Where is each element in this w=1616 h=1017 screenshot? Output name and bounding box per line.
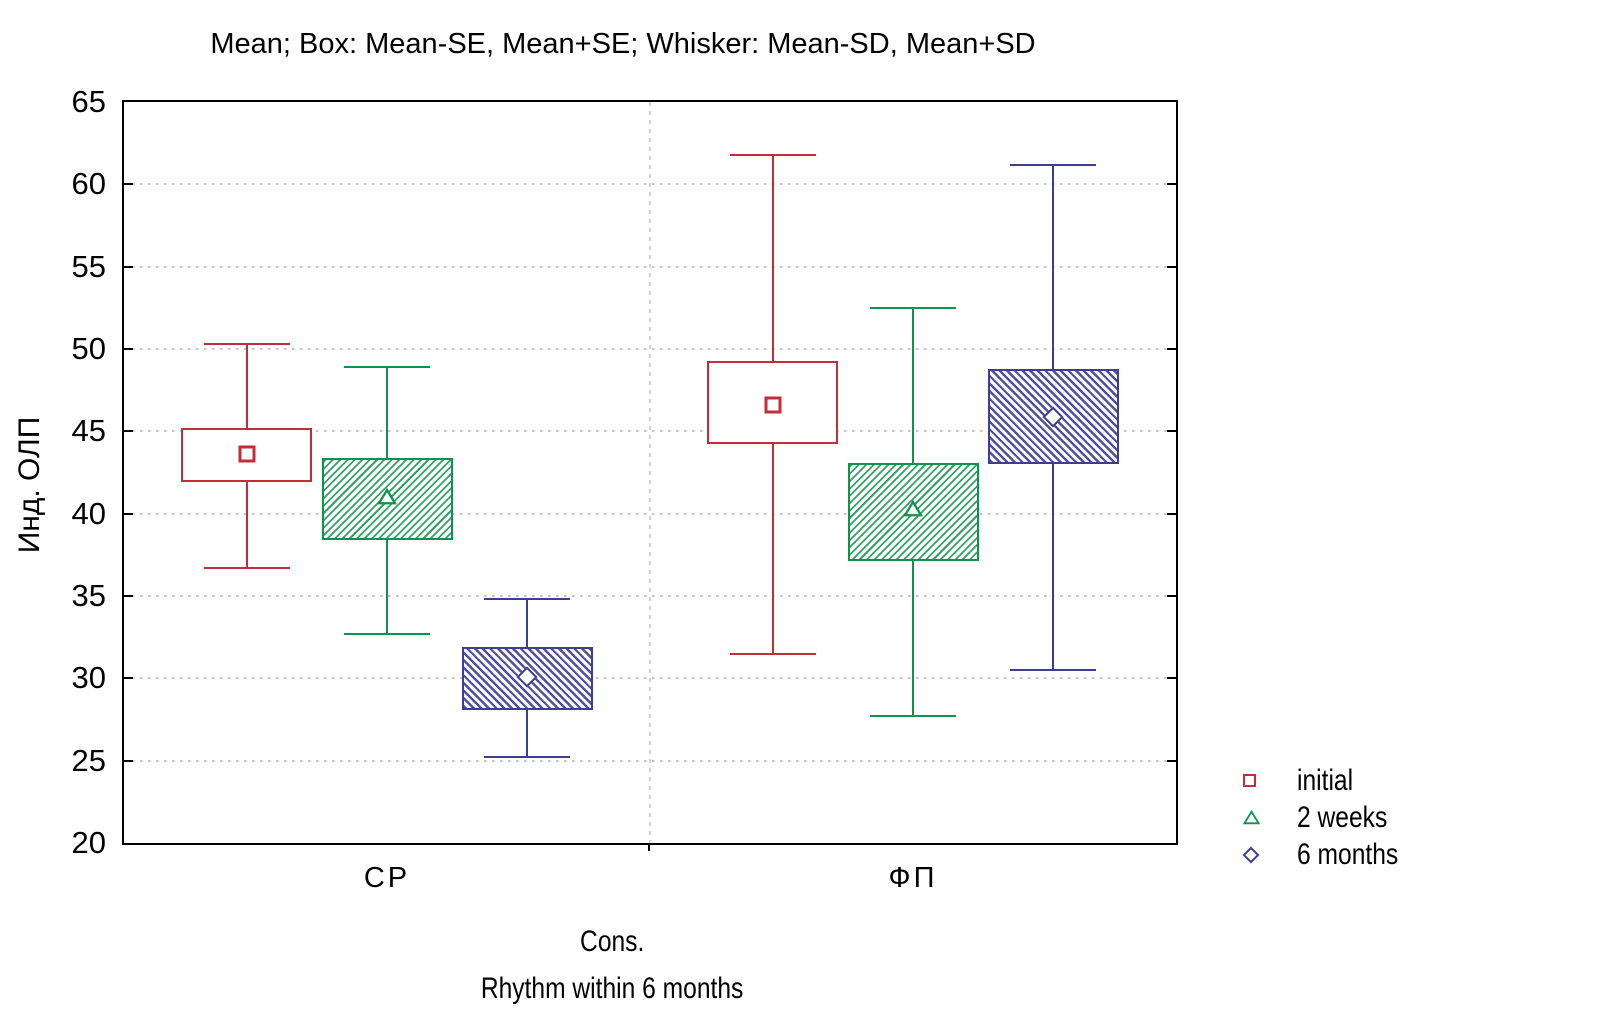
whisker-cap-whisker_low-initial-ФП bbox=[729, 652, 816, 655]
legend-square-glyph bbox=[1243, 774, 1256, 787]
whisker-cap-whisker_low-6-months-СР bbox=[484, 756, 571, 759]
whisker-cap-whisker_high-initial-ФП bbox=[729, 153, 816, 156]
box-6-months-ФП bbox=[987, 368, 1119, 465]
whisker-cap-whisker_high-2-weeks-ФП bbox=[870, 306, 956, 309]
whisker-cap-whisker_high-2-weeks-СР bbox=[344, 366, 430, 369]
legend-label: 2 weeks bbox=[1297, 800, 1388, 834]
legend: initial 2 weeks 6 months bbox=[1242, 762, 1420, 873]
tick-right-35 bbox=[1167, 595, 1176, 597]
y-tick-label-60: 60 bbox=[71, 166, 106, 202]
whisker-cap-whisker_low-2-weeks-ФП bbox=[870, 715, 956, 718]
x-group-label-ФП: ФП bbox=[888, 862, 938, 894]
mean-marker-triangle bbox=[376, 488, 398, 511]
mean-marker-square bbox=[238, 445, 256, 463]
x-group-label-СР: СР bbox=[363, 862, 411, 894]
y-tick-label-35: 35 bbox=[71, 578, 106, 613]
plot-area bbox=[122, 100, 1178, 845]
y-tick-label-40: 40 bbox=[71, 495, 106, 531]
x-axis-title-line1: Cons. bbox=[122, 925, 1102, 959]
mean-marker-triangle bbox=[902, 499, 924, 522]
legend-triangle-glyph bbox=[1243, 810, 1260, 825]
legend-label: 6 months bbox=[1297, 837, 1399, 871]
tick-right-55 bbox=[1167, 265, 1176, 268]
tick-left-25 bbox=[124, 759, 133, 762]
category-divider bbox=[649, 102, 651, 843]
tick-right-60 bbox=[1167, 183, 1176, 186]
y-tick-label-50: 50 bbox=[71, 331, 106, 366]
whisker-cap-whisker_high-6-months-СР bbox=[484, 598, 571, 601]
whisker-cap-whisker_high-6-months-ФП bbox=[1010, 163, 1097, 166]
legend-item-2-weeks: 2 weeks bbox=[1243, 799, 1420, 836]
x-axis-title-line2-text: Rhythm within 6 months bbox=[480, 972, 744, 1005]
tick-right-50 bbox=[1167, 348, 1176, 350]
whisker-cap-whisker_low-6-months-ФП bbox=[1010, 669, 1097, 672]
y-tick-label-25: 25 bbox=[71, 742, 106, 778]
tick-left-50 bbox=[124, 348, 133, 350]
legend-item-6-months: 6 months bbox=[1242, 836, 1420, 873]
y-tick-label-45: 45 bbox=[71, 413, 106, 449]
tick-left-45 bbox=[124, 430, 133, 433]
tick-left-40 bbox=[124, 512, 133, 515]
tick-left-55 bbox=[124, 265, 133, 268]
tick-left-30 bbox=[124, 677, 133, 680]
y-tick-label-55: 55 bbox=[71, 248, 106, 284]
legend-marker-square-icon bbox=[1243, 774, 1269, 787]
chart-title: Mean; Box: Mean-SE, Mean+SE; Whisker: Me… bbox=[210, 28, 1036, 60]
legend-diamond-glyph bbox=[1242, 846, 1260, 863]
x-axis-title-line2: Rhythm within 6 months bbox=[122, 972, 1102, 1006]
y-tick-labels: 65 60 55 50 45 40 35 30 25 20 bbox=[0, 85, 106, 860]
legend-label: initial bbox=[1297, 763, 1354, 797]
whisker-cap-whisker_low-initial-СР bbox=[203, 567, 290, 569]
legend-item-initial: initial bbox=[1243, 762, 1420, 799]
tick-right-30 bbox=[1167, 677, 1176, 680]
tick-right-40 bbox=[1167, 512, 1176, 515]
y-tick-label-20: 20 bbox=[71, 825, 106, 860]
whisker-cap-whisker_high-initial-СР bbox=[203, 343, 290, 346]
y-tick-label-65: 65 bbox=[71, 84, 106, 119]
legend-marker-triangle-icon bbox=[1243, 810, 1269, 825]
tick-right-25 bbox=[1167, 759, 1176, 762]
tick-left-60 bbox=[124, 183, 133, 186]
legend-marker-diamond-icon bbox=[1242, 846, 1269, 863]
x-axis-title-line1-text: Cons. bbox=[579, 925, 645, 958]
whisker-cap-whisker_low-2-weeks-СР bbox=[344, 632, 430, 635]
mean-marker-square bbox=[764, 396, 782, 414]
tick-left-35 bbox=[124, 595, 133, 597]
tick-right-45 bbox=[1167, 430, 1176, 433]
y-tick-label-30: 30 bbox=[71, 660, 106, 696]
bottom-center-tick bbox=[648, 843, 650, 851]
